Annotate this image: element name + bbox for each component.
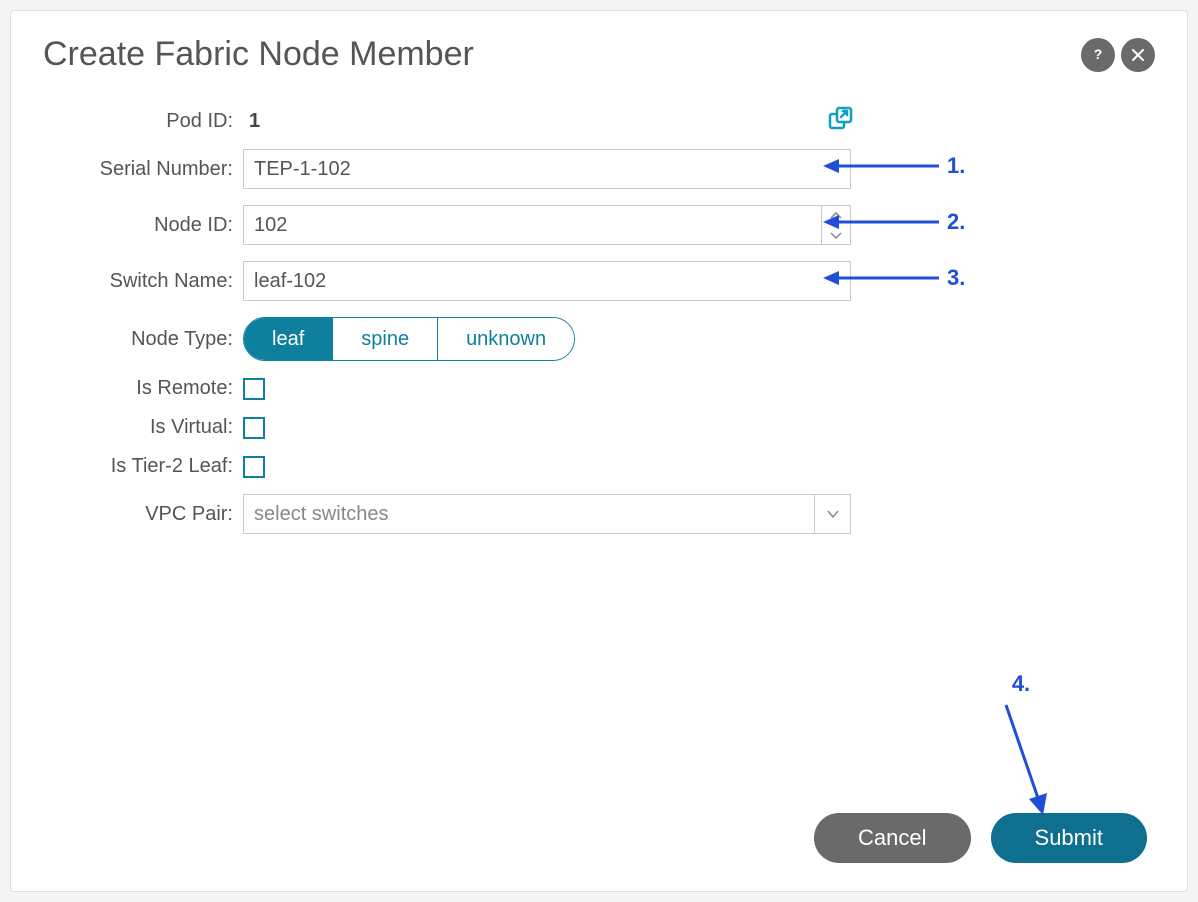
row-node-id: Node ID:: [43, 205, 1155, 245]
node-id-step-down[interactable]: [822, 225, 850, 244]
is-virtual-checkbox[interactable]: [243, 417, 265, 439]
row-switch-name: Switch Name:: [43, 261, 1155, 301]
dialog-footer: Cancel Submit: [814, 813, 1147, 863]
chevron-down-icon: [826, 509, 840, 519]
node-id-spinner: [243, 205, 851, 245]
dialog-header: Create Fabric Node Member ?: [43, 35, 1155, 74]
help-button[interactable]: ?: [1081, 38, 1115, 72]
help-icon: ?: [1090, 47, 1106, 63]
is-tier2-checkbox[interactable]: [243, 456, 265, 478]
row-pod-id: Pod ID: 1: [43, 110, 1155, 133]
cancel-button[interactable]: Cancel: [814, 813, 970, 863]
label-serial-number: Serial Number:: [43, 158, 243, 181]
node-id-input[interactable]: [243, 205, 821, 245]
is-remote-checkbox[interactable]: [243, 378, 265, 400]
row-is-tier2: Is Tier-2 Leaf:: [43, 455, 1155, 478]
node-type-spine[interactable]: spine: [333, 318, 438, 360]
arrow-icon: [991, 701, 1051, 821]
label-switch-name: Switch Name:: [43, 270, 243, 293]
popup-button[interactable]: [827, 105, 855, 138]
node-type-leaf[interactable]: leaf: [244, 318, 333, 360]
row-is-virtual: Is Virtual:: [43, 416, 1155, 439]
chevron-down-icon: [830, 231, 842, 239]
label-is-remote: Is Remote:: [43, 377, 243, 400]
label-node-id: Node ID:: [43, 214, 243, 237]
switch-name-input[interactable]: [243, 261, 851, 301]
value-pod-id: 1: [243, 110, 260, 133]
svg-text:?: ?: [1094, 47, 1103, 62]
row-serial-number: Serial Number:: [43, 149, 1155, 189]
create-fabric-node-dialog: Create Fabric Node Member ? Pod ID: 1: [10, 10, 1188, 892]
node-type-segmented: leaf spine unknown: [243, 317, 575, 361]
vpc-pair-select[interactable]: select switches: [243, 494, 851, 534]
label-vpc-pair: VPC Pair:: [43, 503, 243, 526]
node-id-stepper: [821, 205, 851, 245]
dialog-header-icons: ?: [1081, 38, 1155, 72]
node-id-step-up[interactable]: [822, 206, 850, 225]
vpc-pair-caret: [814, 495, 850, 533]
label-is-virtual: Is Virtual:: [43, 416, 243, 439]
label-node-type: Node Type:: [43, 328, 243, 351]
popup-icon: [827, 105, 855, 133]
row-is-remote: Is Remote:: [43, 377, 1155, 400]
annotation-4: 4.: [991, 671, 1051, 821]
label-pod-id: Pod ID:: [43, 110, 243, 133]
row-vpc-pair: VPC Pair: select switches: [43, 494, 1155, 534]
close-button[interactable]: [1121, 38, 1155, 72]
annotation-4-label: 4.: [1012, 671, 1030, 697]
dialog-title: Create Fabric Node Member: [43, 35, 474, 74]
close-icon: [1130, 47, 1146, 63]
chevron-up-icon: [830, 212, 842, 220]
row-node-type: Node Type: leaf spine unknown: [43, 317, 1155, 361]
vpc-pair-placeholder: select switches: [244, 503, 814, 526]
node-type-unknown[interactable]: unknown: [438, 318, 574, 360]
label-is-tier2: Is Tier-2 Leaf:: [43, 455, 243, 478]
submit-button[interactable]: Submit: [991, 813, 1147, 863]
serial-number-input[interactable]: [243, 149, 851, 189]
